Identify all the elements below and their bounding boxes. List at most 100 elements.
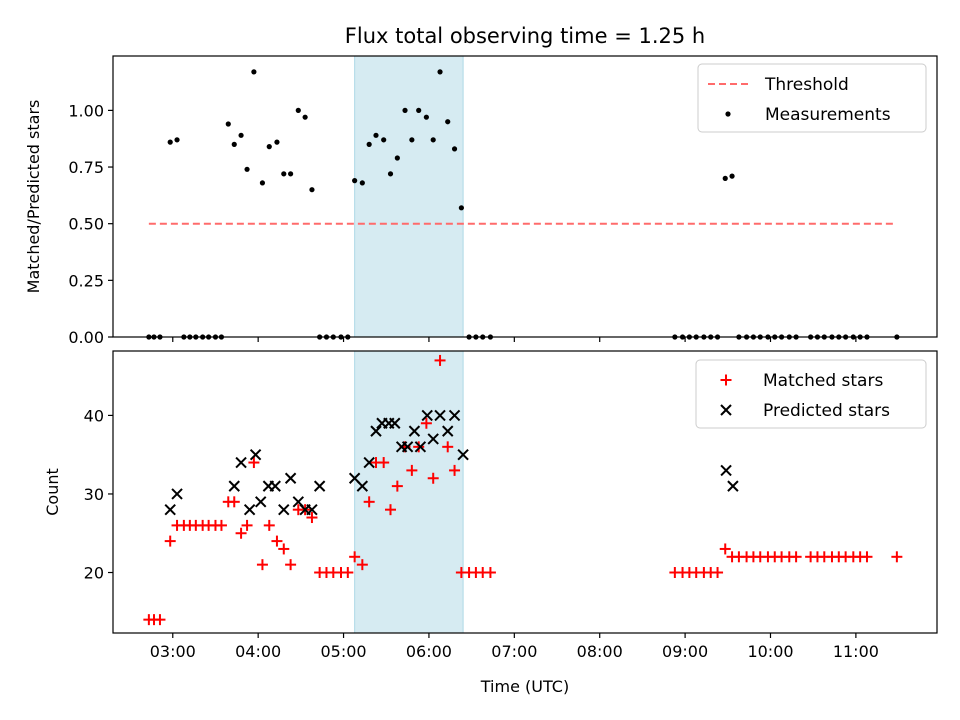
- measurement-point: [266, 144, 272, 150]
- legend-threshold-label: Threshold: [764, 75, 849, 95]
- y-tick-label: 0.25: [68, 271, 104, 290]
- measurement-point: [394, 155, 400, 161]
- predicted-point: [278, 503, 290, 516]
- y-axis-label: Count: [43, 468, 62, 516]
- matched-point: [306, 512, 318, 524]
- x-tick-label: 04:00: [235, 642, 281, 661]
- cross-stroke: [348, 472, 361, 484]
- predicted-point: [228, 480, 240, 492]
- predicted-point: [356, 480, 369, 492]
- top-panel: 0.00 0.25 0.50 0.75 1.00 Matched/Predicted s…: [24, 55, 938, 347]
- measurement-point: [451, 146, 458, 152]
- predicted-point: [171, 488, 183, 500]
- legend: Threshold Measurements: [697, 63, 927, 133]
- matched-point: [342, 567, 354, 579]
- x-tick-label: 05:00: [320, 642, 366, 661]
- measurement-point: [430, 137, 436, 143]
- measurement-point: [302, 114, 308, 120]
- measurement-point: [281, 171, 287, 177]
- predicted-point: [313, 480, 326, 492]
- predicted-point: [255, 496, 267, 508]
- legend-plus: [720, 374, 732, 386]
- cross-stroke: [720, 404, 732, 416]
- cross-stroke: [313, 480, 326, 492]
- matched-point: [891, 551, 903, 563]
- predicted-point: [284, 472, 297, 484]
- x-ticks: [172, 337, 857, 342]
- legend-box: [697, 63, 927, 133]
- cross-stroke: [235, 456, 247, 469]
- y-tick-label: 40: [84, 406, 104, 425]
- predicted-point: [448, 409, 461, 422]
- matched-point: [385, 504, 397, 516]
- x-tick-label: 11:00: [833, 642, 879, 661]
- chart-title: Flux total observing time = 1.25 h: [345, 24, 705, 48]
- measurement-point: [437, 69, 443, 75]
- x-tick-label: 06:00: [406, 642, 452, 661]
- legend-predicted-marker: [720, 404, 732, 416]
- matched-point: [712, 567, 724, 579]
- legend-predicted-label: Predicted stars: [763, 401, 890, 421]
- y-tick-label: 20: [84, 564, 104, 583]
- cross-stroke: [255, 496, 267, 508]
- cross-stroke: [292, 496, 305, 508]
- matched-point: [719, 543, 731, 555]
- y-tick-label: 30: [84, 485, 104, 504]
- measurement-point: [309, 187, 315, 193]
- cross-stroke: [363, 456, 375, 469]
- predicted-point: [164, 503, 176, 516]
- legend-cross: [720, 404, 732, 416]
- measurement-point: [295, 107, 301, 113]
- measurement-point: [244, 166, 250, 172]
- cross-stroke: [427, 433, 439, 445]
- predicted-point: [243, 503, 256, 516]
- cross-stroke: [228, 480, 240, 492]
- highlight-span: [354, 350, 464, 634]
- matched-point: [154, 614, 166, 626]
- matched-point: [164, 535, 176, 547]
- matched-point: [263, 519, 275, 531]
- cross-stroke: [278, 503, 290, 516]
- predicted-point: [408, 425, 421, 437]
- predicted-point: [414, 441, 427, 453]
- measurement-point: [238, 132, 244, 138]
- cross-stroke: [408, 425, 421, 437]
- matched-point: [449, 464, 461, 476]
- matched-point: [256, 559, 268, 571]
- matched-point: [235, 527, 247, 539]
- matched-point: [391, 480, 403, 492]
- measurement-point: [359, 180, 365, 186]
- cross-stroke: [457, 448, 469, 461]
- matched-point: [378, 457, 390, 469]
- axes-frame: [112, 55, 938, 338]
- predicted-point: [421, 409, 433, 422]
- legend-matched-label: Matched stars: [763, 371, 883, 391]
- measurement-point: [366, 141, 372, 147]
- measurement-point: [251, 69, 257, 75]
- predicted-point: [442, 425, 454, 437]
- predicted-point: [401, 441, 414, 453]
- measurement-point: [225, 121, 231, 127]
- measurement-point: [729, 173, 735, 179]
- y-axis-label: Matched/Predicted stars: [24, 100, 43, 294]
- cross-stroke: [720, 464, 732, 477]
- cross-stroke: [389, 417, 401, 429]
- predicted-point: [434, 409, 446, 422]
- measurement-point: [352, 178, 358, 184]
- cross-stroke: [249, 448, 262, 461]
- cross-stroke: [401, 441, 414, 453]
- predicted-point: [427, 433, 439, 445]
- cross-stroke: [442, 425, 454, 437]
- measurement-point: [274, 139, 280, 145]
- x-tick-label: 10:00: [747, 642, 793, 661]
- x-tick-label: 03:00: [150, 642, 196, 661]
- cross-stroke: [284, 472, 297, 484]
- measurement-point: [416, 107, 422, 113]
- cross-stroke: [727, 480, 739, 492]
- cross-stroke: [448, 409, 461, 422]
- matched-point: [278, 543, 290, 555]
- legend: Matched stars Predicted stars: [695, 359, 927, 429]
- matched-point: [285, 559, 297, 571]
- matched-point: [228, 496, 240, 508]
- x-tick-label: 09:00: [662, 642, 708, 661]
